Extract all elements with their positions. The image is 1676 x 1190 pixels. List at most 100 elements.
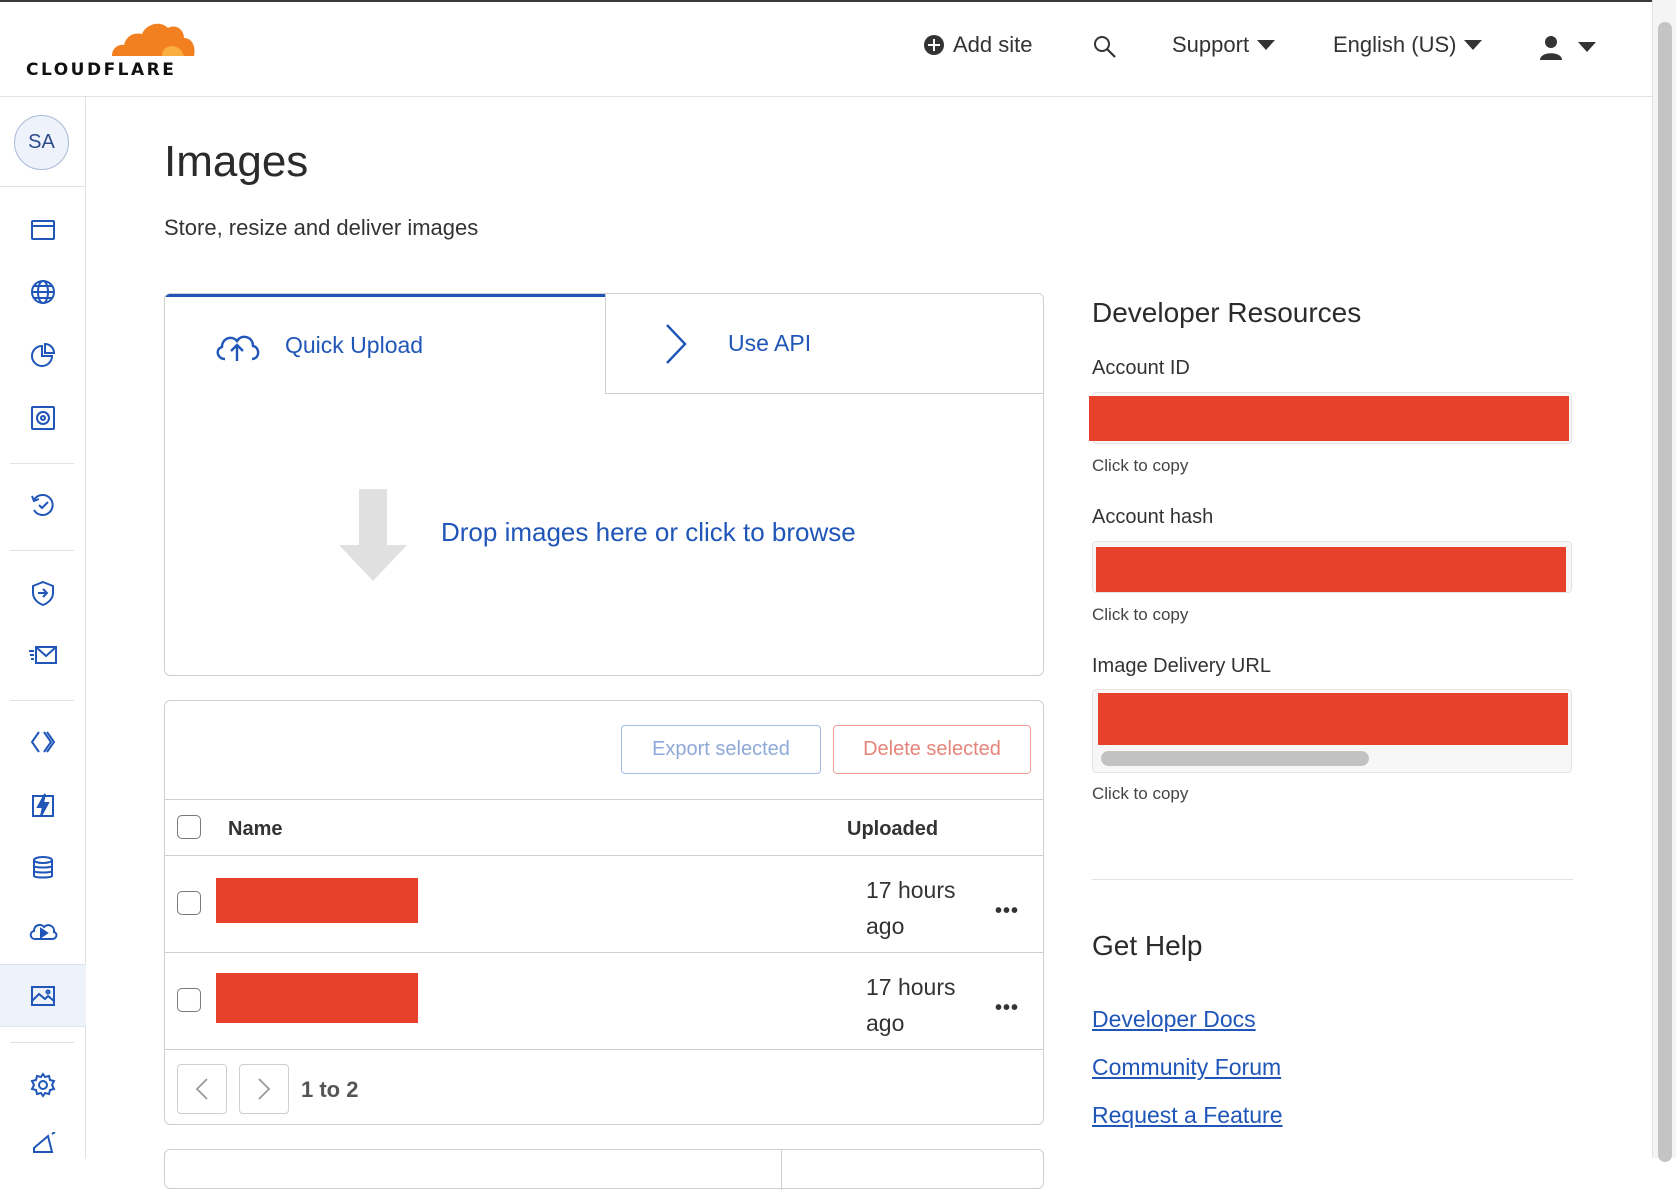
- images-table-card: Export selected Delete selected Name Upl…: [164, 700, 1044, 1125]
- add-site-label: Add site: [953, 32, 1033, 57]
- sidebar-item-announcements[interactable]: [0, 1117, 86, 1173]
- chevron-left-icon: [195, 1078, 208, 1100]
- account-hash-copy-hint: Click to copy: [1092, 605, 1189, 624]
- sidebar-divider: [10, 550, 74, 551]
- tab-use-api-label: Use API: [728, 330, 812, 356]
- chevron-down-icon: [1257, 40, 1276, 50]
- account-avatar[interactable]: SA: [14, 115, 69, 170]
- pages-icon: [32, 793, 54, 817]
- request-feature-link[interactable]: Request a Feature: [1092, 1102, 1283, 1128]
- image-delivery-url-copy-hint: Click to copy: [1092, 784, 1189, 803]
- page-scrollbar-thumb[interactable]: [1658, 22, 1672, 1162]
- cloudflare-logo[interactable]: CLOUDFLARE: [26, 18, 196, 80]
- redacted-image-name: [216, 973, 418, 1023]
- sidebar-item-email[interactable]: [0, 627, 86, 683]
- sidebar-item-workers[interactable]: [0, 714, 86, 770]
- row-checkbox[interactable]: [177, 988, 201, 1012]
- table-header: Name Uploaded: [165, 799, 1043, 856]
- plus-circle-icon: [924, 35, 944, 55]
- cloud-logo-icon: [112, 23, 195, 57]
- sidebar-item-settings[interactable]: [0, 1057, 86, 1113]
- export-selected-button[interactable]: Export selected: [621, 725, 821, 774]
- section-divider: [1092, 879, 1573, 880]
- account-hash-field[interactable]: [1092, 541, 1572, 593]
- account-hash-label: Account hash: [1092, 506, 1214, 528]
- account-id-copy-hint: Click to copy: [1092, 456, 1189, 475]
- sidebar-item-pages[interactable]: [0, 777, 86, 833]
- cloud-upload-icon: [216, 335, 260, 361]
- top-header: CLOUDFLARE Add site Support English (US): [0, 2, 1652, 97]
- row-uploaded-line1: 17 hours: [866, 974, 956, 1000]
- developer-docs-link[interactable]: Developer Docs: [1092, 1006, 1256, 1032]
- websites-icon: [31, 220, 55, 240]
- support-menu[interactable]: Support: [1172, 32, 1276, 58]
- account-id-field[interactable]: [1089, 392, 1572, 444]
- domains-icon: [31, 280, 55, 304]
- page-title: Images: [164, 137, 309, 186]
- column-header-name: Name: [228, 818, 283, 840]
- table-row[interactable]: 17 hours ago •••: [165, 953, 1043, 1050]
- tab-quick-upload[interactable]: Quick Upload: [165, 294, 605, 394]
- next-page-button[interactable]: [239, 1064, 289, 1114]
- settings-icon: [30, 1072, 56, 1098]
- row-more-menu[interactable]: •••: [995, 997, 1020, 1019]
- sidebar-item-trace[interactable]: [0, 477, 86, 533]
- sidebar-item-storage[interactable]: [0, 840, 86, 896]
- chevron-down-icon: [1464, 40, 1483, 50]
- logo-wordmark: CLOUDFLARE: [26, 60, 177, 80]
- get-help-title: Get Help: [1092, 930, 1203, 961]
- analytics-icon: [31, 342, 56, 367]
- sidebar-divider: [0, 186, 86, 187]
- add-site-button[interactable]: Add site: [923, 32, 1033, 58]
- row-checkbox[interactable]: [177, 891, 201, 915]
- workers-icon: [30, 731, 56, 753]
- sidebar-divider: [10, 1042, 74, 1043]
- account-id-label: Account ID: [1092, 357, 1190, 379]
- language-label: English (US): [1333, 32, 1457, 57]
- tab-quick-upload-label: Quick Upload: [285, 332, 424, 358]
- left-sidebar: SA: [0, 97, 86, 1158]
- row-uploaded-line2: ago: [866, 913, 905, 939]
- redacted-account-hash: [1096, 547, 1566, 592]
- user-menu[interactable]: [1538, 34, 1596, 60]
- window-top-border: [0, 0, 1676, 2]
- next-section-card: [164, 1149, 1044, 1190]
- community-forum-link[interactable]: Community Forum: [1092, 1054, 1282, 1080]
- support-label: Support: [1172, 32, 1250, 57]
- sidebar-item-domains[interactable]: [0, 264, 86, 320]
- image-dropzone[interactable]: Drop images here or click to browse: [165, 394, 1043, 675]
- prev-page-button[interactable]: [177, 1064, 227, 1114]
- sidebar-item-stream[interactable]: [0, 903, 86, 959]
- dropzone-text: Drop images here or click to browse: [441, 517, 856, 547]
- redacted-delivery-url: [1098, 693, 1568, 745]
- sidebar-item-images[interactable]: [0, 964, 86, 1027]
- page-scrollbar[interactable]: [1652, 0, 1676, 1162]
- redacted-image-name: [216, 878, 418, 923]
- sidebar-item-websites[interactable]: [0, 202, 86, 258]
- sidebar-item-zero-trust[interactable]: [0, 565, 86, 621]
- chevron-down-icon: [1578, 42, 1596, 52]
- page-subtitle: Store, resize and deliver images: [164, 215, 479, 240]
- user-icon: [1540, 36, 1562, 60]
- delete-selected-button[interactable]: Delete selected: [833, 725, 1031, 774]
- url-horizontal-scrollbar[interactable]: [1101, 751, 1369, 766]
- select-all-checkbox[interactable]: [177, 815, 201, 839]
- table-row[interactable]: 17 hours ago •••: [165, 856, 1043, 953]
- chevron-right-icon: [258, 1078, 271, 1100]
- image-delivery-url-field[interactable]: [1092, 689, 1572, 773]
- tab-use-api[interactable]: Use API: [605, 294, 1043, 394]
- avatar-initials: SA: [28, 131, 55, 153]
- security-center-icon: [31, 406, 55, 430]
- developer-resources-title: Developer Resources: [1092, 297, 1362, 328]
- card-divider: [781, 1150, 782, 1190]
- sidebar-item-analytics[interactable]: [0, 327, 86, 383]
- email-icon: [29, 646, 57, 664]
- storage-icon: [33, 856, 53, 879]
- chevron-right-icon: [666, 323, 687, 364]
- search-button[interactable]: [1092, 34, 1118, 60]
- announcements-icon: [33, 1132, 56, 1153]
- row-uploaded-line1: 17 hours: [866, 877, 956, 903]
- row-more-menu[interactable]: •••: [995, 900, 1020, 922]
- language-menu[interactable]: English (US): [1333, 32, 1483, 58]
- sidebar-item-security-center[interactable]: [0, 390, 86, 446]
